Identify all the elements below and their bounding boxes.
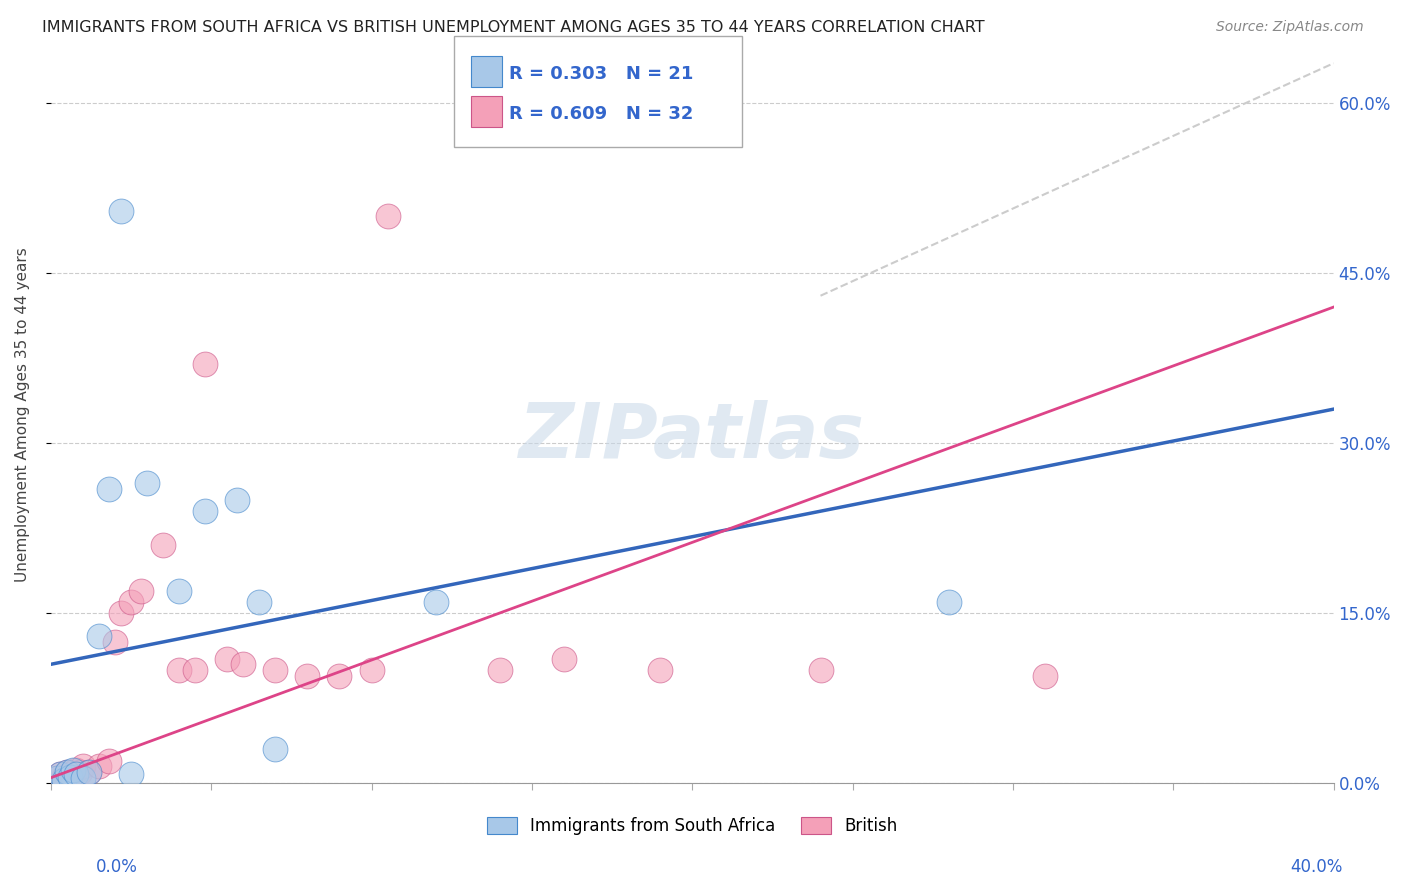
- Point: [136, 475, 159, 490]
- Text: 40.0%: 40.0%: [1291, 858, 1343, 876]
- Point: [247, 595, 270, 609]
- Point: [264, 663, 287, 677]
- Point: [104, 634, 127, 648]
- Point: [377, 210, 399, 224]
- Point: [56, 765, 79, 780]
- Point: [46, 771, 69, 785]
- Point: [264, 742, 287, 756]
- Point: [217, 651, 239, 665]
- Point: [72, 759, 94, 773]
- Point: [49, 767, 72, 781]
- Point: [110, 607, 132, 621]
- Point: [79, 765, 101, 780]
- Point: [87, 629, 110, 643]
- Point: [360, 663, 382, 677]
- Point: [62, 763, 84, 777]
- Point: [87, 759, 110, 773]
- Point: [52, 772, 75, 787]
- Point: [650, 663, 672, 677]
- Point: [49, 767, 72, 781]
- Point: [69, 765, 91, 780]
- Point: [79, 765, 101, 780]
- Point: [1033, 668, 1056, 682]
- Legend: Immigrants from South Africa, British: Immigrants from South Africa, British: [481, 810, 904, 841]
- Point: [72, 771, 94, 785]
- Text: 0.0%: 0.0%: [96, 858, 138, 876]
- Point: [120, 595, 142, 609]
- Point: [97, 754, 120, 768]
- Point: [194, 357, 217, 371]
- Point: [59, 767, 82, 781]
- Point: [232, 657, 254, 672]
- Point: [152, 538, 174, 552]
- Point: [225, 492, 247, 507]
- Point: [938, 595, 960, 609]
- Point: [59, 770, 82, 784]
- Text: IMMIGRANTS FROM SOUTH AFRICA VS BRITISH UNEMPLOYMENT AMONG AGES 35 TO 44 YEARS C: IMMIGRANTS FROM SOUTH AFRICA VS BRITISH …: [42, 20, 984, 35]
- Y-axis label: Unemployment Among Ages 35 to 44 years: Unemployment Among Ages 35 to 44 years: [15, 247, 30, 582]
- Text: R = 0.609   N = 32: R = 0.609 N = 32: [509, 105, 693, 123]
- Point: [97, 482, 120, 496]
- Point: [328, 668, 350, 682]
- Text: ZIPatlas: ZIPatlas: [519, 400, 865, 474]
- Point: [52, 770, 75, 784]
- Text: Source: ZipAtlas.com: Source: ZipAtlas.com: [1216, 20, 1364, 34]
- Point: [297, 668, 319, 682]
- Text: R = 0.303   N = 21: R = 0.303 N = 21: [509, 65, 693, 83]
- Point: [129, 583, 152, 598]
- Point: [553, 651, 575, 665]
- Point: [167, 663, 190, 677]
- Point: [110, 203, 132, 218]
- Point: [46, 771, 69, 785]
- Point: [488, 663, 510, 677]
- Point: [167, 583, 190, 598]
- Point: [65, 763, 87, 777]
- Point: [65, 767, 87, 781]
- Point: [194, 504, 217, 518]
- Point: [120, 767, 142, 781]
- Point: [184, 663, 207, 677]
- Point: [56, 765, 79, 780]
- Point: [425, 595, 447, 609]
- Point: [810, 663, 832, 677]
- Point: [62, 770, 84, 784]
